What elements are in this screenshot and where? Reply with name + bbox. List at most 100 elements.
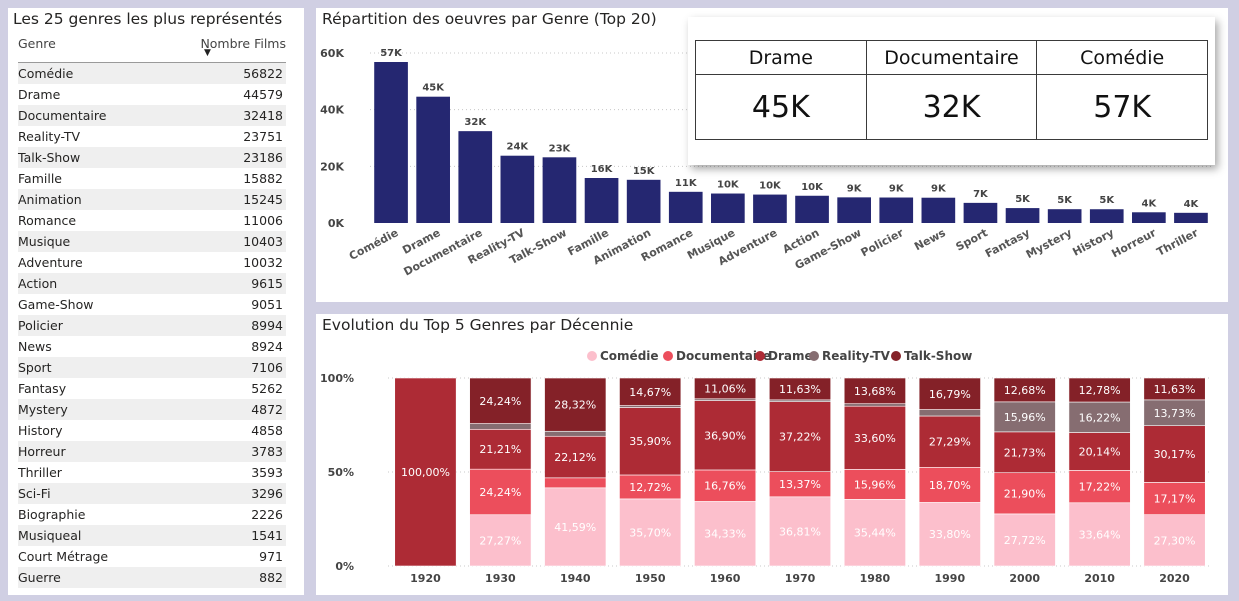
stack-segment-drame[interactable] [1143, 425, 1206, 483]
stack-segment-talkshow[interactable] [694, 377, 757, 400]
stack-segment-talkshow[interactable] [469, 377, 532, 424]
stack-segment-documentaire[interactable] [544, 477, 607, 489]
stack-segment-documentaire[interactable] [918, 467, 981, 503]
stack-segment-reality[interactable] [843, 403, 906, 407]
cell-count: 3296 [251, 486, 283, 501]
table-row[interactable]: Sport 7106 [18, 357, 286, 378]
table-row[interactable]: Comédie 56822 [18, 63, 286, 84]
stack-segment-documentaire[interactable] [993, 472, 1056, 515]
bar[interactable] [374, 62, 408, 223]
table-row[interactable]: Documentaire 32418 [18, 105, 286, 126]
table-row[interactable]: Court Métrage 971 [18, 546, 286, 567]
stack-segment-drame[interactable] [619, 407, 682, 476]
bar[interactable] [500, 155, 535, 223]
stack-segment-comedie[interactable] [768, 496, 832, 567]
stack-segment-drame[interactable] [694, 400, 757, 471]
table-row[interactable]: Reality-TV 23751 [18, 126, 286, 147]
stack-segment-drame[interactable] [394, 377, 457, 567]
stack-segment-comedie[interactable] [843, 499, 906, 567]
table-row[interactable]: Fantasy 5262 [18, 378, 286, 399]
stack-segment-documentaire[interactable] [843, 469, 906, 500]
stack-segment-talkshow[interactable] [544, 377, 607, 432]
table-row[interactable]: Musique 10403 [18, 231, 286, 252]
bar[interactable] [668, 191, 703, 223]
table-row[interactable]: History 4858 [18, 420, 286, 441]
table-row[interactable]: Sci-Fi 3296 [18, 483, 286, 504]
stack-segment-drame[interactable] [768, 401, 832, 472]
stack-segment-comedie[interactable] [918, 502, 981, 567]
stack-segment-documentaire[interactable] [1068, 470, 1131, 504]
bar[interactable] [542, 157, 577, 223]
table-row[interactable]: Musiqueal 1541 [18, 525, 286, 546]
cell-genre: Action [18, 276, 58, 291]
stack-segment-reality[interactable] [1143, 399, 1206, 426]
stack-segment-drame[interactable] [918, 415, 981, 468]
table-row[interactable]: Mystery 4872 [18, 399, 286, 420]
bar[interactable] [963, 202, 998, 223]
stack-segment-talkshow[interactable] [1143, 377, 1206, 401]
bar[interactable] [416, 96, 450, 223]
bar[interactable] [711, 193, 745, 223]
column-header-genre[interactable]: Genre [18, 36, 56, 51]
bar[interactable] [1089, 209, 1124, 223]
stack-segment-comedie[interactable] [1068, 502, 1131, 567]
stack-segment-talkshow[interactable] [619, 377, 682, 406]
table-row[interactable]: Adventure 10032 [18, 252, 286, 273]
x-tick-label: Thriller [1155, 226, 1201, 259]
stack-segment-talkshow[interactable] [918, 377, 981, 410]
cell-genre: Drame [18, 87, 61, 102]
stack-segment-reality[interactable] [993, 401, 1056, 433]
stack-segment-reality[interactable] [1068, 401, 1131, 433]
bar-data-label: 10K [801, 182, 824, 193]
table-row[interactable]: Romance 11006 [18, 210, 286, 231]
stack-segment-comedie[interactable] [694, 501, 757, 567]
bar[interactable] [795, 195, 829, 223]
table-row[interactable]: Thriller 3593 [18, 462, 286, 483]
stack-segment-reality[interactable] [544, 430, 607, 437]
stack-segment-documentaire[interactable] [1143, 482, 1206, 515]
stack-segment-talkshow[interactable] [768, 377, 832, 401]
bar[interactable] [1174, 212, 1208, 223]
stack-segment-drame[interactable] [469, 428, 532, 470]
stack-segment-drame[interactable] [1068, 432, 1131, 471]
stack-segment-reality[interactable] [918, 409, 981, 417]
table-row[interactable]: Animation 15245 [18, 189, 286, 210]
bar[interactable] [921, 197, 956, 223]
table-row[interactable]: Biographie 2226 [18, 504, 286, 525]
table-row[interactable]: Talk-Show 23186 [18, 147, 286, 168]
table-row[interactable]: Policier 8994 [18, 315, 286, 336]
table-row[interactable]: Action 9615 [18, 273, 286, 294]
stack-segment-reality[interactable] [469, 423, 532, 430]
stack-segment-talkshow[interactable] [993, 377, 1056, 403]
bar[interactable] [879, 197, 914, 223]
table-row[interactable]: Horreur 3783 [18, 441, 286, 462]
stack-segment-talkshow[interactable] [1068, 377, 1131, 403]
bar[interactable] [753, 194, 787, 223]
bar[interactable] [1005, 208, 1040, 223]
stack-segment-comedie[interactable] [993, 513, 1056, 567]
table-row[interactable]: Drame 44579 [18, 84, 286, 105]
bar[interactable] [584, 178, 619, 223]
table-row[interactable]: Famille 15882 [18, 168, 286, 189]
column-header-count[interactable]: Nombre Films [200, 36, 286, 51]
stack-segment-documentaire[interactable] [469, 468, 532, 516]
table-row[interactable]: Guerre 882 [18, 567, 286, 588]
kpi-table: Drame 45K Documentaire 32K Comédie 57K [695, 40, 1208, 140]
bar[interactable] [837, 197, 871, 223]
table-row[interactable]: News 8924 [18, 336, 286, 357]
kpi-cell-drame: Drame 45K [696, 41, 867, 139]
stack-segment-documentaire[interactable] [694, 469, 757, 502]
stack-segment-drame[interactable] [544, 435, 607, 479]
stack-segment-comedie[interactable] [1143, 514, 1206, 567]
sort-descending-icon[interactable]: ▼ [204, 48, 211, 58]
table-row[interactable]: Game-Show 9051 [18, 294, 286, 315]
bar[interactable] [1047, 209, 1082, 223]
stack-segment-drame[interactable] [993, 431, 1056, 474]
stack-segment-comedie[interactable] [619, 498, 682, 567]
stack-segment-talkshow[interactable] [843, 377, 906, 405]
stack-segment-comedie[interactable] [544, 487, 607, 567]
stack-segment-documentaire[interactable] [768, 471, 832, 498]
bar[interactable] [1132, 212, 1166, 223]
bar[interactable] [626, 179, 661, 223]
bar[interactable] [458, 131, 493, 223]
